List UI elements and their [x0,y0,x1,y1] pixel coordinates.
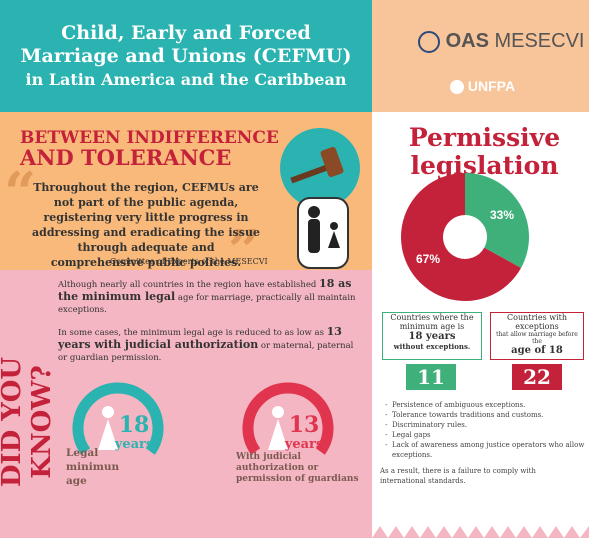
slice-label: 33% [490,208,514,222]
quote: Throughout the region, CEFMUs are not pa… [32,181,260,269]
gauge-caption: With judicial authorization or permissio… [236,452,359,484]
figure-head [272,406,284,418]
finding: Lack of awareness among justice operator… [392,440,589,460]
conclusion: As a result, there is a failure to compl… [380,467,536,485]
donut-chart: 67% 33% [401,173,529,301]
logo-bg [372,0,589,112]
quote-mark: “ [4,160,37,226]
stat-text: that allow marriage before the [496,331,578,345]
finding: Discriminatory rules. [392,420,589,430]
stat-count: 11 [406,364,456,390]
stat-count: 22 [512,364,562,390]
paragraph-part: Although nearly all countries in the reg… [58,280,320,290]
gauge-number: 18 [119,412,150,438]
figure-head [102,406,114,418]
unfpa-logo: UNFPA [450,78,516,95]
gauge-unit: years [114,437,153,452]
dyk-bg [0,270,372,538]
donut-slice [401,173,522,301]
title-line: Marriage and Unions (CEFMU) [20,45,352,67]
paragraphs: Although nearly all countries in the reg… [58,278,363,374]
logo-text: MESECVI [494,30,585,52]
gauge-caption: Legal minimun age [66,447,120,487]
oas-logo: OAS MESECVI [418,30,585,53]
gauge-caption-box: With judicial authorization or permissio… [236,452,359,484]
finding: Legal gaps [392,430,589,440]
title-line: in Latin America and the Caribbean [25,70,347,89]
stat-text: 18 years [408,331,456,342]
gauge-arc [72,382,164,455]
paragraph-part: In some cases, the minimum legal age is … [58,328,327,338]
logo-text: OAS [445,30,489,52]
icons [280,128,360,269]
gauge-unit: years [284,437,323,452]
gauge-arc [242,382,334,455]
paragraph-part: age for marriage, practically all mainta… [58,293,356,315]
paragraph-part: or maternal, paternal or guardian permis… [58,341,354,363]
finding: Persistence of ambiguous exceptions. [392,400,589,410]
header-title: Child, Early and Forced Marriage and Uni… [0,22,372,91]
paragraph-part: 18 as the minimum legal [58,277,352,303]
title-line: Child, Early and Forced [61,22,311,44]
stat-box: Countries where the minimum age is 18 ye… [382,312,482,360]
quote-source: Committee of Experts of the MESECVI [110,257,268,266]
figure-body [268,419,288,450]
quote-mark: ” [228,218,261,284]
zigzag [372,526,589,538]
stat-text: without exceptions. [393,342,471,351]
stat-text: Countries where the minimum age is [390,313,474,331]
stat-text: age of 18 [511,345,563,356]
logo-text: UNFPA [467,78,516,94]
header-bg [0,0,372,112]
donut-slice [465,173,529,268]
paragraph: In some cases, the minimum legal age is … [58,326,363,364]
intro-heading: BETWEEN INDIFFERENCE AND TOLERANCE [20,128,279,168]
stat-box: Countries with exceptions that allow mar… [490,312,584,360]
paragraph: Although nearly all countries in the reg… [58,278,363,316]
heading-line: BETWEEN INDIFFERENCE [20,128,279,148]
did-you-know: DID YOU KNOW? [0,356,57,488]
gauge-number: 13 [289,412,320,438]
slice-label: 67% [416,252,440,266]
heading-line: AND TOLERANCE [20,145,232,170]
chart-title: Permissive legislation [408,123,561,180]
findings-list: Persistence of ambiguous exceptions.Tole… [378,400,589,460]
stat-text: Countries with exceptions [507,313,567,331]
finding: Tolerance towards traditions and customs… [392,410,589,420]
paragraph-part: 13 years with judicial authorization [58,325,342,351]
gauge-caption-box: Legal minimun age [66,447,120,487]
figure-body [98,419,118,450]
